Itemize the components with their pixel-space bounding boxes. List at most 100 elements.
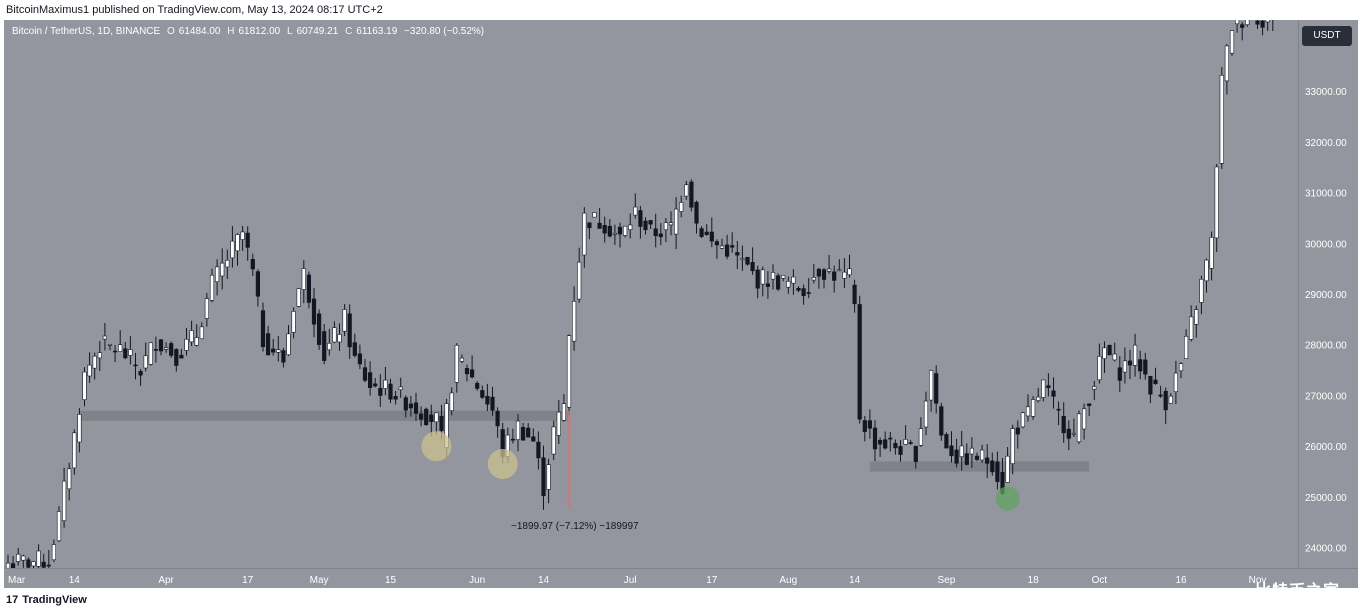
footer: 17 TradingView <box>0 588 1358 613</box>
currency-badge[interactable]: USDT <box>1302 26 1352 46</box>
price-tick-label: 30000.00 <box>1305 239 1347 250</box>
candle-body <box>867 420 872 429</box>
candle-body <box>286 333 291 356</box>
price-axis: 24000.00 25000.00 26000.00 27000.00 28000.00… <box>1305 87 1347 555</box>
candle-body <box>1168 395 1173 404</box>
candle-body <box>628 224 633 230</box>
chart-panel[interactable]: −1899.97 (−7.12%) −189997 Bitcoin / Teth… <box>4 20 1298 568</box>
candle-body <box>658 233 663 238</box>
candle-body <box>1005 455 1010 483</box>
time-tick-label: 18 <box>1028 575 1040 586</box>
candle-body <box>26 559 31 568</box>
candle-body <box>1255 20 1260 25</box>
candle-body <box>893 443 898 449</box>
candle-body <box>643 220 648 231</box>
candle-body <box>1092 386 1097 390</box>
time-tick-label: Jun <box>469 575 485 586</box>
candle-body <box>388 383 393 400</box>
candle-body <box>602 225 607 234</box>
candle-body <box>526 427 531 438</box>
candle-body <box>791 276 796 284</box>
tradingview-logo[interactable]: 17 TradingView <box>6 594 87 606</box>
candle-body <box>551 426 556 455</box>
candle-body <box>949 445 954 457</box>
candle-body <box>378 387 383 396</box>
candle-body <box>296 288 301 307</box>
candle-body <box>1097 356 1102 381</box>
candle-body <box>1138 359 1143 372</box>
time-axis: Mar 14 Apr 17 May 15 Jun 14 Jul 17 Aug 14 Sep 18 Oct 16… <box>8 575 1266 586</box>
time-tick-label: 15 <box>385 575 397 586</box>
candle-body <box>322 331 327 361</box>
candlestick-chart[interactable]: −1899.97 (−7.12%) −189997 <box>4 20 1298 568</box>
candle-body <box>164 347 169 350</box>
candle-body <box>16 553 21 562</box>
candle-body <box>220 262 225 277</box>
legend-high-value: 61812.00 <box>238 26 281 37</box>
candle-body <box>1056 408 1061 411</box>
price-tick-label: 28000.00 <box>1305 341 1347 352</box>
legend-symbol: Bitcoin / TetherUS, 1D, BINANCE <box>12 26 161 37</box>
candle-body <box>673 208 679 235</box>
candle-body <box>536 441 541 459</box>
candle-body <box>362 367 368 381</box>
legend-high-label: H <box>227 26 235 37</box>
candle-body <box>1046 385 1051 389</box>
candle-body <box>903 439 908 445</box>
candle-body <box>852 284 857 305</box>
candle-body <box>1265 20 1270 23</box>
candle-body <box>260 310 266 348</box>
candle-body <box>194 337 199 346</box>
measure-line <box>567 410 571 508</box>
candle-body <box>332 327 337 343</box>
candle-body <box>934 373 939 404</box>
candle-body <box>918 428 923 446</box>
candle-body <box>592 212 597 218</box>
candle-body <box>56 511 62 542</box>
candle-body <box>755 269 760 289</box>
candle-body <box>204 298 210 319</box>
candle-body <box>357 353 363 365</box>
candle-body <box>276 349 281 353</box>
candle-body <box>745 256 750 265</box>
candle-body <box>923 400 929 428</box>
time-scale[interactable]: Mar 14 Apr 17 May 15 Jun 14 Jul 17 Aug 14 Sep 18 Oct 16… <box>4 568 1358 588</box>
candle-body <box>367 372 373 388</box>
candle-body <box>612 232 617 235</box>
highlight-circle-green-2 <box>995 486 1020 511</box>
candle-body <box>342 309 347 332</box>
candle-body <box>1020 412 1025 428</box>
candle-body <box>898 446 903 455</box>
candle-body <box>189 330 194 343</box>
candle-body <box>230 240 235 259</box>
candle-body <box>439 415 444 431</box>
candle-body <box>714 241 719 246</box>
time-tick-label: Sep <box>938 575 956 586</box>
candle-body <box>306 274 312 303</box>
price-scale[interactable]: 24000.00 25000.00 26000.00 27000.00 28000.00… <box>1298 20 1358 568</box>
candle-body <box>689 181 694 208</box>
candle-body <box>786 280 791 288</box>
candle-body <box>1010 428 1015 464</box>
candle-body <box>393 396 398 400</box>
candle-body <box>1066 428 1071 439</box>
candle-body <box>969 447 974 455</box>
candle-body <box>954 449 959 464</box>
candle-body <box>668 222 674 226</box>
candle-body <box>469 369 475 378</box>
candle-body <box>158 339 164 352</box>
candle-body <box>1015 427 1020 435</box>
candle-body <box>475 382 480 389</box>
candle-body <box>638 210 643 227</box>
candle-body <box>709 231 714 242</box>
candle-body <box>561 403 566 421</box>
candle-body <box>577 261 582 300</box>
candle-body <box>1117 367 1122 381</box>
candle-body <box>429 414 434 422</box>
candle-body <box>1122 360 1127 373</box>
candle-body <box>459 357 465 362</box>
candle-body <box>92 355 97 369</box>
candle-body <box>663 222 668 231</box>
price-tick-label: 29000.00 <box>1305 290 1347 301</box>
candle-body <box>383 379 388 389</box>
